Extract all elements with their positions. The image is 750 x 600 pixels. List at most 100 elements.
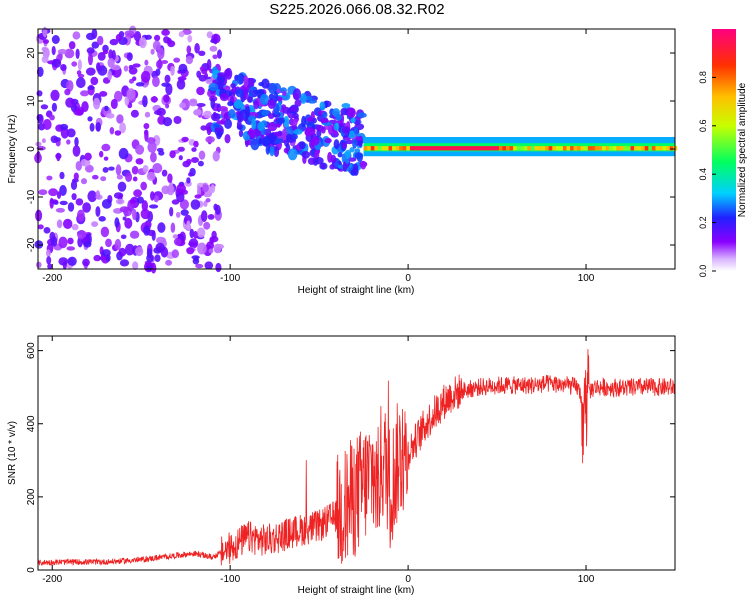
spectrogram-cell	[95, 190, 101, 200]
spectrogram-cell	[269, 145, 275, 157]
spectrogram-cell	[238, 129, 244, 138]
spectrogram-cell	[441, 146, 446, 151]
spectrogram-cell	[268, 93, 275, 100]
spectrogram-cell	[257, 121, 265, 132]
spectrogram-cell	[186, 177, 191, 184]
spectrogram-cell	[88, 53, 93, 66]
spectrogram-cell	[54, 137, 61, 142]
spectrogram-cell	[150, 96, 158, 103]
spectrogram-cell	[193, 140, 199, 148]
spectrogram-cell	[85, 67, 96, 76]
spectrogram-cell	[402, 146, 407, 151]
spectrogram-cell	[201, 68, 208, 75]
spectrogram-cell	[176, 79, 186, 90]
spectrogram-cell	[235, 88, 245, 98]
spectrogram-cell	[367, 146, 372, 151]
spectrogram-cell	[132, 208, 137, 221]
spectrogram-cell	[66, 246, 76, 251]
x-tick-label: -200	[42, 273, 62, 284]
spectrogram-cell	[140, 70, 151, 83]
spectrogram-cell	[330, 154, 337, 164]
spectrogram-cell	[59, 200, 68, 206]
spectrogram-cell	[95, 206, 101, 217]
spectrogram-cell	[218, 106, 228, 112]
spectrogram-cell	[51, 102, 58, 112]
spectrogram-cell	[125, 243, 135, 256]
spectrogram-cell	[616, 146, 621, 151]
spectrogram-cell	[341, 103, 351, 109]
spectrogram-cell	[481, 146, 486, 151]
spectrogram-cell	[329, 164, 336, 170]
spectrogram-cell	[87, 190, 97, 203]
spectrogram-cell	[178, 63, 188, 74]
spectrogram-cell	[115, 34, 122, 42]
spectrogram-cell	[570, 146, 574, 151]
spectrogram-cell	[80, 158, 91, 167]
spectrogram-cell	[609, 146, 614, 151]
spectrogram-cell	[143, 123, 150, 130]
spectrogram-cell	[115, 198, 125, 205]
spectrogram-cell	[73, 108, 84, 116]
spectrogram-cell	[230, 83, 236, 89]
spectrogram-cell	[37, 66, 44, 77]
spectrogram-cell	[516, 146, 521, 151]
spectrogram-cell	[275, 117, 285, 125]
spectrogram-cell	[200, 125, 207, 131]
spectrogram-cell	[170, 222, 176, 233]
spectrogram-cell	[210, 184, 216, 194]
spectrogram-cell	[562, 146, 567, 151]
spectrogram-cell	[598, 146, 603, 151]
spectrogram-cell	[290, 105, 298, 113]
spectrogram-y-label: Frequency (Hz)	[7, 115, 18, 184]
spectrogram-cell	[363, 146, 368, 151]
spectrogram-cell	[81, 101, 89, 113]
spectrogram-cell	[655, 146, 660, 151]
spectrogram-cell	[233, 99, 244, 109]
spectrogram-cell	[356, 112, 367, 118]
spectrogram-cell	[224, 67, 233, 80]
spectrogram-cell	[128, 67, 138, 75]
spectrogram-cell	[320, 118, 329, 124]
spectrogram-cell	[344, 139, 354, 145]
spectrogram-cell	[105, 254, 111, 262]
spectrogram-cell	[100, 226, 110, 238]
spectrogram-cell	[527, 146, 532, 151]
spectrogram-cell	[210, 38, 218, 44]
spectrogram-cell	[205, 198, 211, 203]
snr-y-label: SNR (10 * v/v)	[7, 421, 18, 485]
spectrogram-cell	[637, 146, 642, 151]
spectrogram-cell	[179, 199, 189, 210]
spectrogram-cell	[340, 107, 349, 116]
spectrogram-cell	[206, 31, 213, 39]
spectrogram-cell	[322, 111, 328, 118]
spectrogram-cell	[413, 146, 418, 151]
spectrogram-cell	[109, 38, 119, 46]
spectrogram-cell	[169, 180, 174, 193]
spectrogram-cell	[67, 202, 75, 212]
snr-y-ticks: 0 200 400 600	[26, 342, 675, 573]
spectrogram-cell	[286, 133, 292, 141]
spectrogram-cell	[206, 125, 212, 136]
spectrogram-cell	[212, 54, 218, 60]
spectrogram-cell	[46, 175, 53, 181]
spectrogram-cell	[213, 203, 218, 211]
spectrogram-cell	[36, 90, 43, 97]
spectrogram-cell	[171, 249, 179, 259]
spectrogram-cell	[314, 157, 324, 165]
spectrogram-cell	[195, 263, 204, 269]
spectrogram-cell	[194, 194, 202, 199]
spectrogram-cell	[129, 230, 140, 239]
spectrogram-cell	[577, 146, 582, 151]
spectrogram-cell	[669, 146, 674, 151]
spectrogram-x-label: Height of straight line (km)	[298, 285, 415, 296]
spectrogram-cell	[210, 97, 216, 109]
spectrogram-cell	[49, 199, 59, 204]
spectrogram-cell	[84, 152, 92, 161]
spectrogram-cell	[545, 146, 550, 151]
spectrogram-cell	[144, 111, 151, 118]
spectrogram-cell	[176, 183, 187, 194]
spectrogram-cell	[102, 167, 109, 173]
spectrogram-cell	[220, 118, 226, 125]
spectrogram-cell	[102, 44, 109, 53]
spectrogram-cell	[57, 48, 68, 55]
